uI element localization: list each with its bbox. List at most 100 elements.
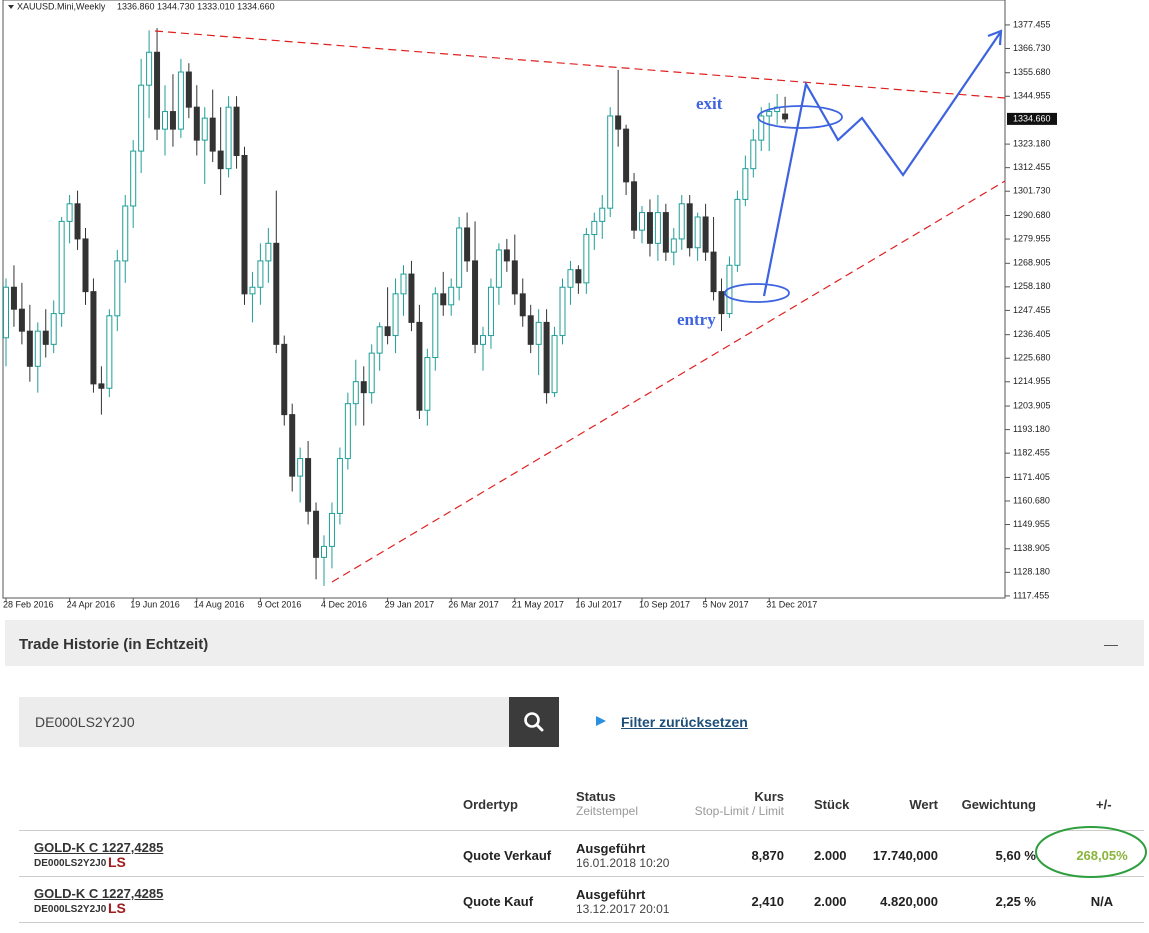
- entry-ellipse: [724, 283, 790, 303]
- candle-body: [305, 458, 312, 512]
- candle-body: [559, 286, 566, 337]
- isin: DE000LS2Y2J0: [34, 858, 107, 869]
- candle-body: [82, 238, 89, 293]
- section-header: [5, 620, 1144, 666]
- candle-body: [639, 212, 645, 231]
- y-tick-label: 1366.730: [1013, 43, 1051, 53]
- candle-body: [106, 315, 113, 389]
- col-subheader: Stop-Limit / Limit: [694, 804, 784, 818]
- candle-body: [265, 242, 272, 262]
- candle-body: [297, 458, 304, 477]
- candle-body: [424, 357, 431, 411]
- x-tick-label: 16 Jul 2017: [575, 599, 622, 609]
- candle-body: [686, 203, 693, 249]
- kurs: 2,410: [751, 894, 784, 909]
- candle-body: [138, 84, 145, 152]
- candle-body: [694, 216, 701, 249]
- stueck: 2.000: [814, 848, 847, 863]
- isin: DE000LS2Y2J0: [34, 904, 107, 915]
- candle-body: [392, 293, 399, 337]
- y-tick-label: 1149.955: [1013, 519, 1050, 529]
- candle-body: [162, 111, 168, 130]
- candle-body: [114, 260, 121, 317]
- collapse-button[interactable]: [1104, 645, 1118, 646]
- candle-body: [352, 381, 359, 405]
- y-tick-label: 1160.680: [1013, 495, 1050, 505]
- search-icon: [524, 712, 544, 732]
- col-header: Ordertyp: [463, 797, 518, 812]
- row-divider: [19, 876, 1144, 877]
- search-text: DE000LS2Y2J0: [35, 714, 135, 730]
- y-tick-label: 1323.180: [1013, 138, 1051, 148]
- candle-body: [66, 203, 73, 222]
- timestamp: 16.01.2018 10:20: [576, 856, 670, 870]
- candle-body: [289, 414, 296, 477]
- y-tick-label: 1117.455: [1013, 590, 1049, 600]
- candle-body: [281, 343, 288, 416]
- product-link[interactable]: GOLD-K C 1227,4285: [34, 840, 164, 855]
- product-link[interactable]: GOLD-K C 1227,4285: [34, 886, 164, 901]
- candle-body: [615, 115, 622, 130]
- search-input[interactable]: [19, 697, 509, 747]
- y-tick-label: 1290.680: [1013, 210, 1051, 220]
- col-header: +/-: [1096, 797, 1112, 812]
- candle-body: [177, 71, 184, 130]
- chart-title: XAUUSD.Mini,Weekly: [17, 1, 106, 11]
- candle-body: [416, 321, 423, 411]
- y-tick-label: 1138.905: [1013, 543, 1050, 553]
- candle-body: [448, 286, 455, 306]
- x-tick-label: 21 May 2017: [512, 599, 564, 609]
- candle-body: [321, 545, 327, 558]
- ls-logo: LS: [108, 900, 126, 916]
- candle-body: [543, 321, 550, 394]
- change: N/A: [1090, 894, 1114, 909]
- candle-body: [464, 227, 471, 262]
- change: 268,05%: [1076, 848, 1128, 863]
- candle-body: [50, 313, 57, 345]
- x-tick-label: 31 Dec 2017: [766, 599, 817, 609]
- candle-body: [519, 293, 526, 317]
- candle-body: [90, 291, 97, 385]
- candle-body: [185, 71, 192, 108]
- candle-body: [535, 321, 542, 345]
- col-header: Status: [576, 789, 616, 804]
- ls-logo: LS: [108, 854, 126, 870]
- candle-body: [480, 335, 486, 345]
- y-tick-label: 1312.455: [1013, 162, 1051, 172]
- x-tick-label: 28 Feb 2016: [3, 599, 54, 609]
- col-subheader: Zeitstempel: [576, 804, 639, 818]
- candle-body: [487, 286, 494, 337]
- candle-body: [10, 286, 17, 310]
- reset-link[interactable]: Filter zurücksetzen: [621, 714, 748, 730]
- timestamp: 13.12.2017 20:01: [576, 902, 670, 916]
- candle-body: [702, 216, 709, 253]
- x-tick-label: 9 Oct 2016: [257, 599, 301, 609]
- y-tick-label: 1258.180: [1013, 281, 1051, 291]
- play-icon: [596, 716, 606, 726]
- y-tick-label: 1344.955: [1013, 91, 1051, 101]
- x-tick-label: 24 Apr 2016: [67, 599, 116, 609]
- candle-body: [472, 260, 479, 345]
- x-tick-label: 10 Sep 2017: [639, 599, 690, 609]
- y-tick-label: 1193.180: [1013, 424, 1050, 434]
- candle-body: [662, 212, 669, 253]
- candle-body: [233, 106, 240, 156]
- wert: 17.740,000: [872, 848, 938, 863]
- candle-body: [710, 251, 717, 293]
- candle-body: [408, 273, 415, 323]
- search-button[interactable]: [509, 697, 559, 747]
- status: Ausgeführt: [576, 841, 646, 856]
- candle-body: [328, 512, 335, 547]
- candle-body: [583, 234, 590, 284]
- arrow-head: [987, 29, 1003, 46]
- candle-body: [654, 212, 661, 244]
- candle-body: [599, 207, 606, 222]
- ordertyp: Quote Verkauf: [463, 848, 552, 863]
- candle-body: [527, 315, 534, 345]
- entry-label: entry: [677, 310, 716, 329]
- candle-body: [631, 181, 638, 231]
- candle-body: [336, 458, 343, 514]
- y-tick-label: 1301.730: [1013, 186, 1051, 196]
- candle-body: [201, 117, 208, 141]
